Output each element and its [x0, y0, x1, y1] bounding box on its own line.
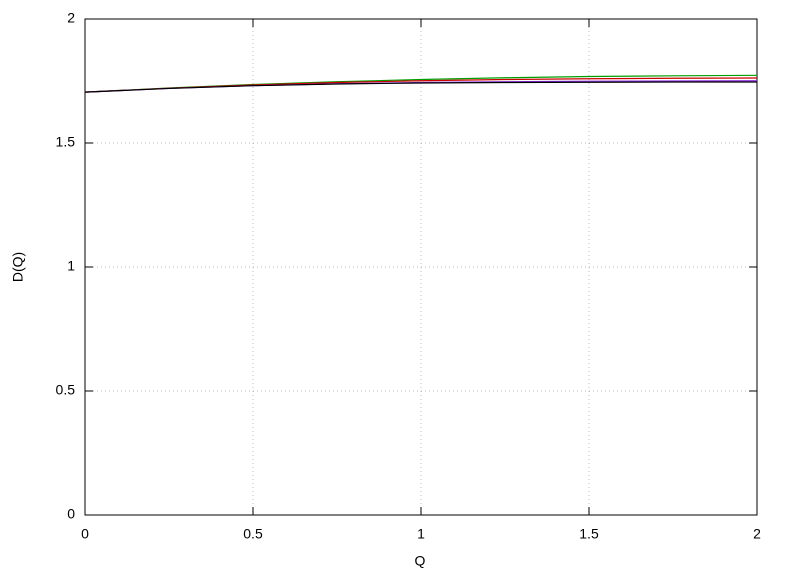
y-tick-label: 0 [67, 506, 75, 522]
x-tick-label: 0 [81, 526, 89, 542]
y-tick-label: 2 [67, 10, 75, 26]
y-tick-label: 1 [67, 258, 75, 274]
plot-frame [84, 18, 758, 516]
data-line [84, 81, 757, 93]
x-tick-label: 2 [753, 526, 761, 542]
x-tick-label: 1.5 [579, 526, 599, 542]
y-axis-label: D(Q) [10, 252, 26, 282]
y-tick-label: 0.5 [56, 382, 76, 398]
x-tick-label: 0.5 [243, 526, 263, 542]
x-tick-label: 1 [417, 526, 425, 542]
data-line [84, 77, 758, 93]
y-tick-label: 1.5 [56, 134, 76, 150]
x-axis-label: Q [415, 553, 426, 569]
